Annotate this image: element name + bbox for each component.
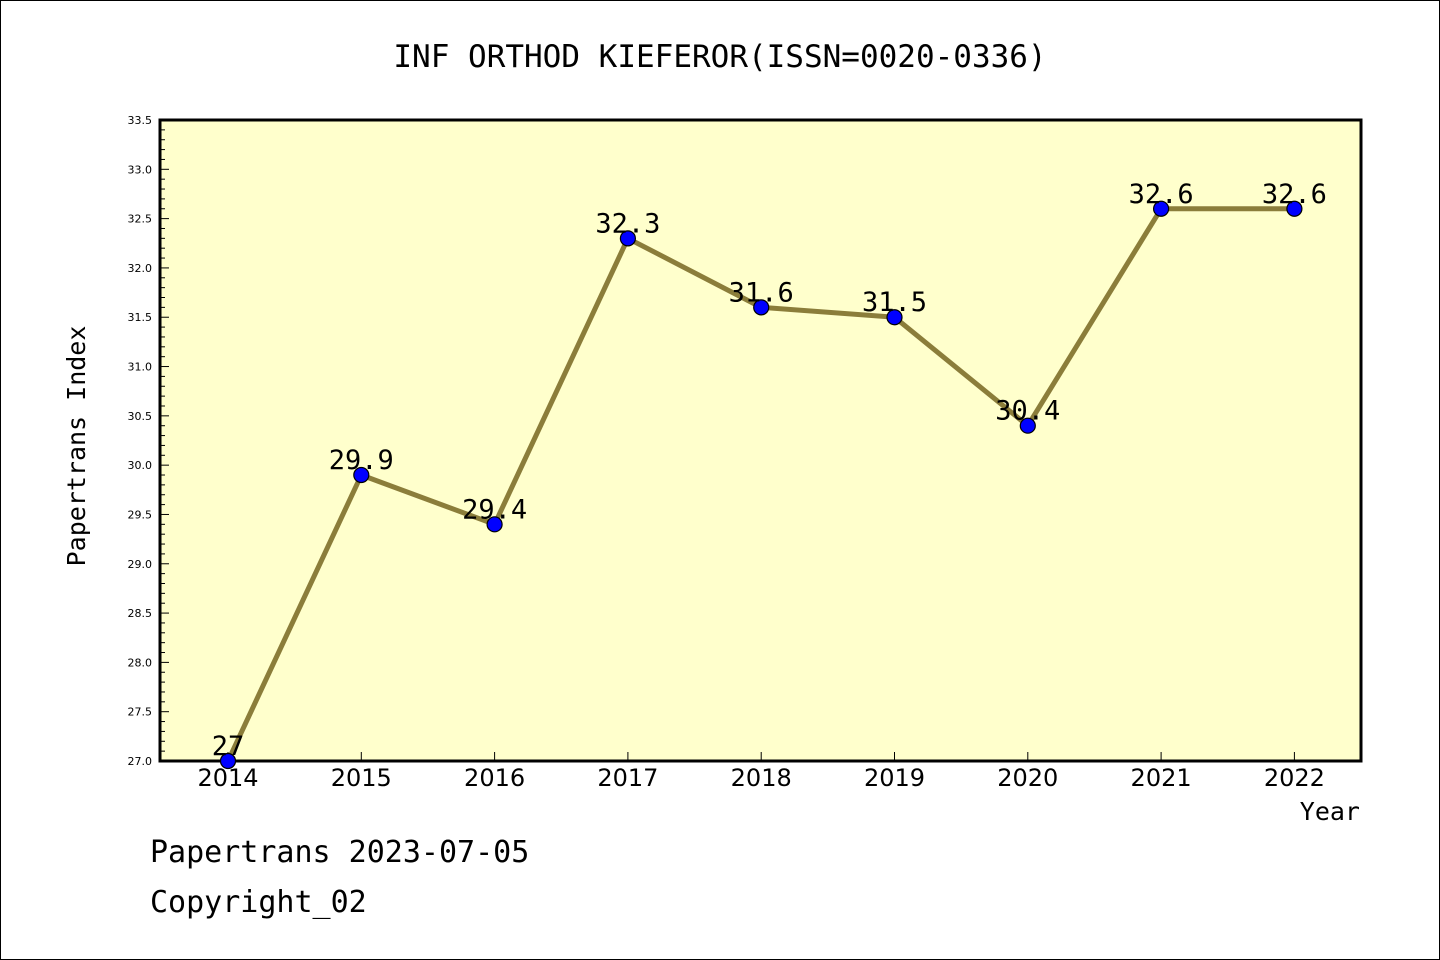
y-tick-label: 27.5 [128,706,153,719]
data-point [1152,200,1170,217]
data-label: 30.4 [995,396,1060,427]
x-tick-label: 2017 [597,764,658,792]
x-tick-label: 2015 [331,764,392,792]
y-axis-label: Papertrans Index [62,326,91,567]
x-tick-label: 2016 [464,764,525,792]
data-label: 29.9 [329,445,394,476]
data-label: 32.3 [595,208,660,239]
y-tick-label: 32.5 [128,213,153,226]
y-tick-label: 31.5 [128,311,153,324]
y-tick-label: 27.0 [128,755,153,768]
data-point [1019,417,1036,434]
y-tick-label: 30.0 [128,459,153,472]
data-point [486,516,503,533]
y-tick-label: 28.5 [128,607,153,620]
y-axis: 27.0 27.5 28.0 28.5 29.0 29.5 30.0 30.5 31.0 31.5… [128,114,169,768]
x-tick-label: 2021 [1131,764,1192,792]
data-point [753,299,770,316]
x-axis-label: Year [1300,797,1360,826]
footer-copyright: Copyright_02 [150,885,367,920]
data-label: 31.6 [729,277,794,308]
chart-title: INF ORTHOD KIEFEROR(ISSN=0020-0336) [393,39,1046,75]
data-label: 29.4 [462,494,527,525]
data-points: 27 29.9 29.4 32.3 31.6 31.5 30.4 32.6 32.6 [212,179,1327,770]
y-tick-label: 31.0 [128,361,153,374]
y-tick-label: 30.5 [128,410,153,423]
data-point [353,466,370,484]
data-label: 27 [212,731,245,762]
data-label: 32.6 [1129,179,1194,210]
y-tick-label: 33.0 [128,163,153,176]
plot-area [158,118,1363,763]
data-label: 32.6 [1262,179,1327,210]
x-tick-label: 2018 [731,764,792,792]
footer-date: Papertrans 2023-07-05 [150,835,530,870]
data-point [619,230,637,247]
y-tick-label: 32.0 [128,262,153,275]
y-tick-label: 28.0 [128,656,153,669]
data-point [219,752,237,770]
data-point [1286,200,1303,217]
x-tick-label: 2019 [864,764,925,792]
x-axis: 2014 2015 2016 2017 2018 2019 2020 2021 2022 [197,752,1325,792]
data-point [886,309,903,326]
y-tick-label: 33.5 [128,114,153,127]
data-label: 31.5 [862,287,927,318]
x-tick-label: 2022 [1264,764,1325,792]
y-tick-label: 29.0 [128,558,153,571]
y-tick-label: 29.5 [128,508,153,521]
x-tick-label: 2020 [997,764,1058,792]
